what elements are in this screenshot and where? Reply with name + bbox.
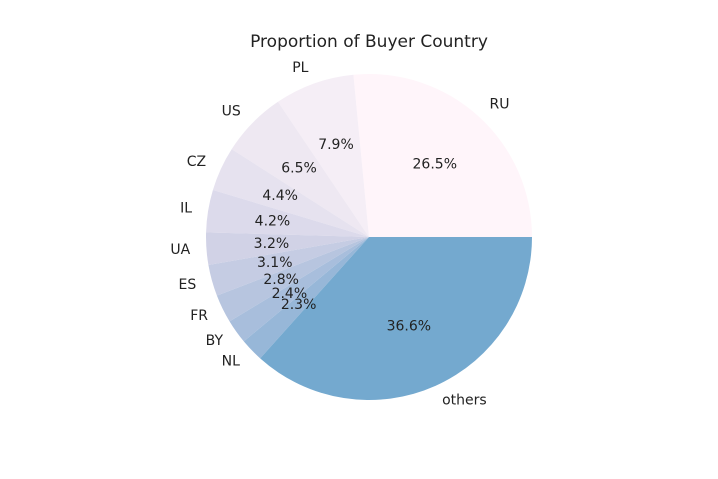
- pie-slice: [208, 237, 369, 296]
- slice-label: NL: [222, 353, 240, 369]
- value-label: 2.3%: [281, 297, 317, 313]
- value-label: 7.9%: [318, 137, 354, 153]
- value-label: 26.5%: [413, 157, 457, 173]
- value-label: 36.6%: [387, 318, 431, 334]
- pie-slice: [231, 101, 369, 238]
- pie-slice: [243, 237, 369, 359]
- value-label: 6.5%: [281, 161, 317, 177]
- value-label: 4.4%: [262, 188, 298, 204]
- slice-label: IL: [180, 200, 192, 216]
- slice-label: UA: [170, 242, 190, 258]
- pie-slice: [260, 237, 532, 401]
- slice-label: BY: [206, 333, 224, 349]
- slice-label: US: [222, 104, 241, 120]
- slice-label: CZ: [187, 154, 206, 170]
- slice-label: RU: [490, 96, 510, 112]
- pie-slice: [216, 237, 369, 322]
- slice-label: PL: [292, 60, 308, 76]
- pie-slice: [277, 74, 369, 237]
- slice-label: FR: [190, 308, 208, 324]
- value-label: 2.4%: [272, 286, 308, 302]
- value-label: 3.2%: [254, 236, 290, 252]
- pie-slice: [205, 232, 369, 266]
- pie-slice: [229, 237, 369, 342]
- pie-slice: [353, 74, 532, 238]
- value-label: 3.1%: [257, 255, 293, 271]
- value-label: 4.2%: [255, 213, 291, 229]
- pie-slice: [212, 149, 369, 237]
- chart-title: Proportion of Buyer Country: [250, 32, 488, 52]
- value-label: 2.8%: [263, 272, 299, 288]
- pie-slice: [206, 190, 369, 237]
- slice-label: ES: [178, 277, 196, 293]
- slice-label: others: [442, 393, 487, 409]
